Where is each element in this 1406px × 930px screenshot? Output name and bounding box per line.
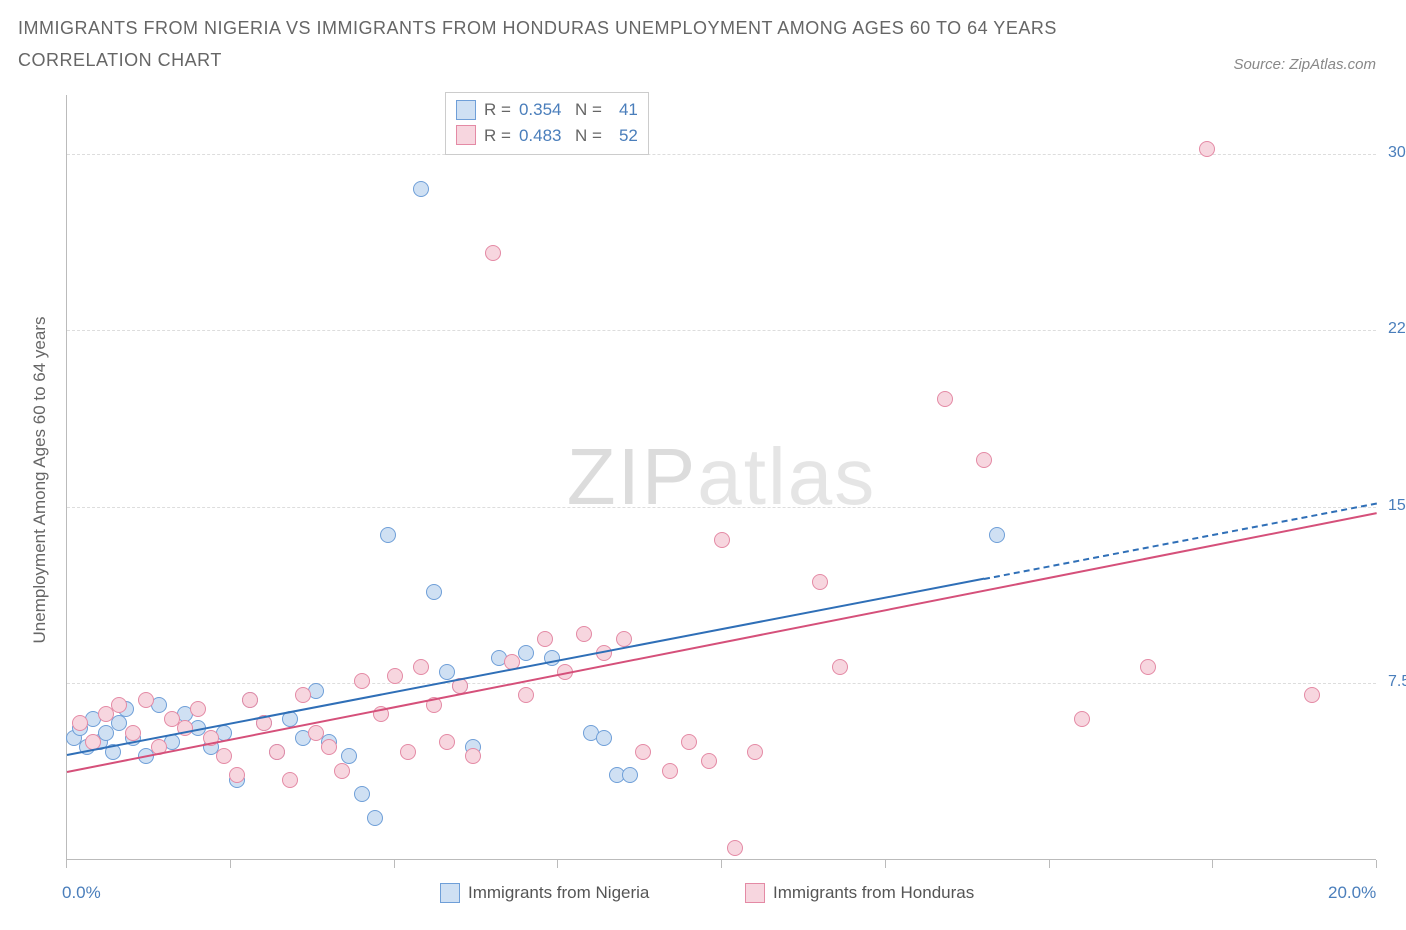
scatter-point xyxy=(727,840,743,856)
stat-label-n: N = xyxy=(575,123,602,149)
scatter-point xyxy=(832,659,848,675)
trend-line xyxy=(984,502,1377,580)
x-tick-mark xyxy=(721,860,722,868)
stat-label-n: N = xyxy=(575,97,602,123)
scatter-point xyxy=(596,730,612,746)
chart-title: IMMIGRANTS FROM NIGERIA VS IMMIGRANTS FR… xyxy=(18,12,1118,77)
y-axis-label: Unemployment Among Ages 60 to 64 years xyxy=(30,317,50,644)
stats-legend-box: R = 0.354 N = 41 R = 0.483 N = 52 xyxy=(445,92,649,155)
y-tick-label: 7.5% xyxy=(1388,673,1406,691)
x-tick-mark xyxy=(885,860,886,868)
legend-label: Immigrants from Honduras xyxy=(773,883,974,903)
scatter-point xyxy=(295,687,311,703)
x-tick-label: 20.0% xyxy=(1328,883,1376,903)
x-tick-mark xyxy=(1212,860,1213,868)
scatter-point xyxy=(380,527,396,543)
grid-line xyxy=(67,154,1376,155)
legend-swatch xyxy=(456,125,476,145)
scatter-point xyxy=(111,697,127,713)
scatter-point xyxy=(747,744,763,760)
x-tick-mark xyxy=(557,860,558,868)
scatter-point xyxy=(72,715,88,731)
x-tick-label: 0.0% xyxy=(62,883,101,903)
scatter-point xyxy=(1140,659,1156,675)
scatter-point xyxy=(1074,711,1090,727)
scatter-point xyxy=(976,452,992,468)
scatter-point xyxy=(485,245,501,261)
scatter-point xyxy=(334,763,350,779)
trend-line xyxy=(67,512,1377,773)
stat-value-n: 41 xyxy=(610,97,638,123)
scatter-point xyxy=(354,673,370,689)
scatter-point xyxy=(576,626,592,642)
legend-item: Immigrants from Nigeria xyxy=(440,883,649,903)
scatter-point xyxy=(308,725,324,741)
grid-line xyxy=(67,507,1376,508)
scatter-point xyxy=(701,753,717,769)
stat-label-r: R = xyxy=(484,97,511,123)
stat-value-n: 52 xyxy=(610,123,638,149)
scatter-point xyxy=(190,701,206,717)
watermark: ZIPatlas xyxy=(567,431,876,523)
scatter-point xyxy=(282,772,298,788)
scatter-point xyxy=(989,527,1005,543)
legend-swatch xyxy=(745,883,765,903)
scatter-point xyxy=(439,734,455,750)
x-tick-mark xyxy=(1049,860,1050,868)
x-tick-mark xyxy=(1376,860,1377,868)
x-tick-mark xyxy=(394,860,395,868)
scatter-point xyxy=(321,739,337,755)
source-attribution: Source: ZipAtlas.com xyxy=(1233,56,1376,73)
legend-swatch xyxy=(440,883,460,903)
plot-area: ZIPatlas xyxy=(66,95,1376,860)
stat-value-r: 0.354 xyxy=(519,97,567,123)
y-tick-label: 30.0% xyxy=(1388,144,1406,162)
scatter-point xyxy=(354,786,370,802)
scatter-point xyxy=(439,664,455,680)
x-tick-mark xyxy=(230,860,231,868)
scatter-point xyxy=(937,391,953,407)
scatter-point xyxy=(1304,687,1320,703)
scatter-point xyxy=(367,810,383,826)
scatter-point xyxy=(242,692,258,708)
scatter-point xyxy=(269,744,285,760)
scatter-point xyxy=(662,763,678,779)
scatter-point xyxy=(216,748,232,764)
scatter-point xyxy=(138,692,154,708)
scatter-point xyxy=(387,668,403,684)
scatter-point xyxy=(518,687,534,703)
legend-label: Immigrants from Nigeria xyxy=(468,883,649,903)
scatter-point xyxy=(622,767,638,783)
scatter-point xyxy=(426,584,442,600)
y-tick-label: 22.5% xyxy=(1388,320,1406,338)
stat-value-r: 0.483 xyxy=(519,123,567,149)
legend-swatch xyxy=(456,100,476,120)
stats-row: R = 0.483 N = 52 xyxy=(456,123,638,149)
scatter-point xyxy=(616,631,632,647)
legend-item: Immigrants from Honduras xyxy=(745,883,974,903)
grid-line xyxy=(67,330,1376,331)
scatter-point xyxy=(413,181,429,197)
scatter-point xyxy=(681,734,697,750)
scatter-point xyxy=(400,744,416,760)
stat-label-r: R = xyxy=(484,123,511,149)
scatter-point xyxy=(125,725,141,741)
y-tick-label: 15.0% xyxy=(1388,497,1406,515)
scatter-point xyxy=(714,532,730,548)
scatter-point xyxy=(518,645,534,661)
scatter-point xyxy=(1199,141,1215,157)
scatter-point xyxy=(413,659,429,675)
scatter-point xyxy=(635,744,651,760)
stats-row: R = 0.354 N = 41 xyxy=(456,97,638,123)
scatter-point xyxy=(229,767,245,783)
x-tick-mark xyxy=(66,860,67,868)
scatter-point xyxy=(812,574,828,590)
scatter-point xyxy=(465,748,481,764)
scatter-point xyxy=(537,631,553,647)
grid-line xyxy=(67,683,1376,684)
